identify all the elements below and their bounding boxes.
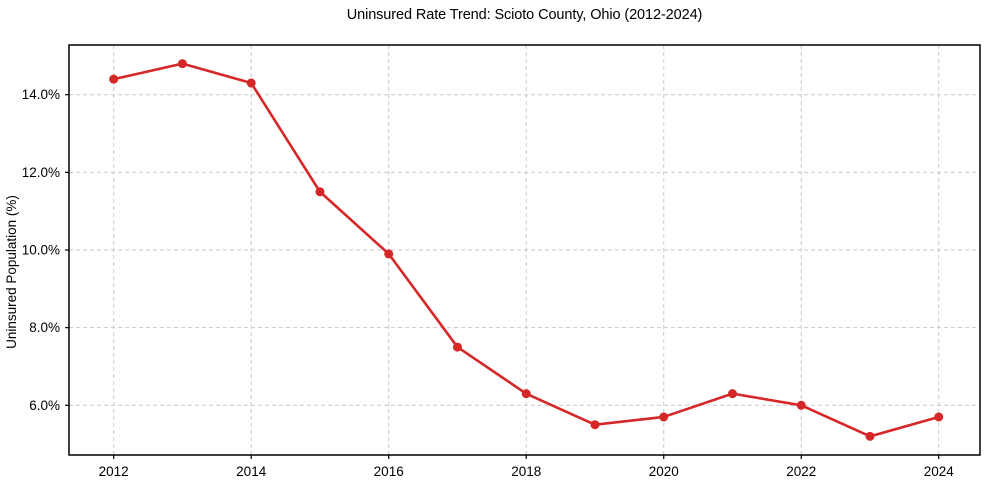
data-point <box>590 420 600 430</box>
series-layer <box>109 59 944 441</box>
y-tick-label: 14.0% <box>22 87 60 102</box>
tick-layer: 2012 2014 2016 2018 2020 2022 2024 6.0% 8.0% 10.0… <box>22 87 955 479</box>
y-tick-label: 6.0% <box>29 398 60 413</box>
data-point <box>521 389 531 399</box>
data-point <box>659 412 669 422</box>
data-point <box>727 389 737 399</box>
data-point <box>109 74 119 84</box>
data-point <box>934 412 944 422</box>
data-point <box>796 400 806 410</box>
chart-title: Uninsured Rate Trend: Scioto County, Ohi… <box>346 7 703 23</box>
data-point <box>452 342 462 352</box>
data-point <box>865 431 875 441</box>
data-point <box>384 249 394 259</box>
x-tick-label: 2016 <box>374 464 404 479</box>
y-axis-label: Uninsured Population (%) <box>4 195 19 349</box>
x-tick-label: 2014 <box>236 464 267 479</box>
data-point <box>315 187 325 197</box>
y-tick-label: 12.0% <box>22 165 60 180</box>
x-tick-label: 2012 <box>99 464 129 479</box>
data-point <box>177 59 187 69</box>
y-tick-label: 8.0% <box>29 320 60 335</box>
x-tick-label: 2020 <box>649 464 679 479</box>
x-tick-label: 2024 <box>924 464 955 479</box>
x-tick-label: 2018 <box>511 464 541 479</box>
x-tick-label: 2022 <box>786 464 816 479</box>
data-point <box>246 78 256 88</box>
y-tick-label: 10.0% <box>22 243 60 258</box>
